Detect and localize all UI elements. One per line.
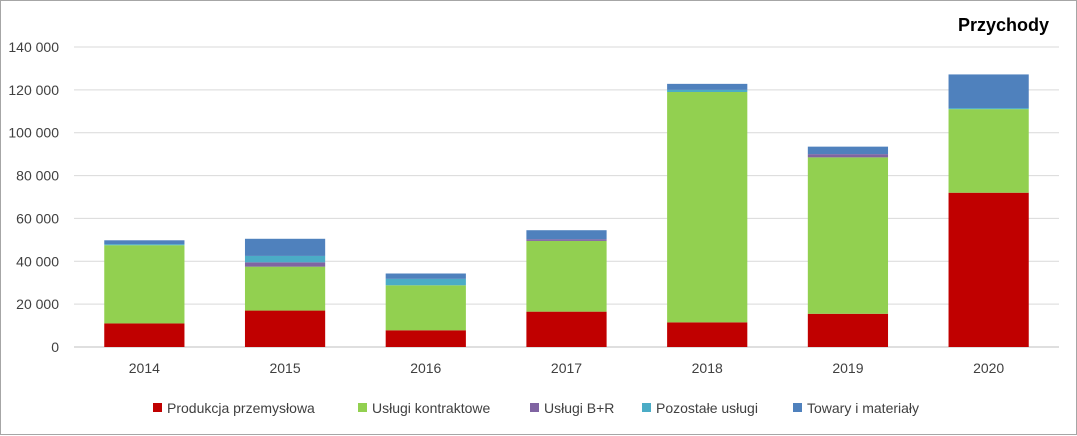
bar-segment (244, 310, 326, 347)
legend-swatch (793, 403, 802, 412)
bar-segment (667, 83, 748, 90)
bar-segment (526, 311, 607, 347)
bar-segment (244, 255, 326, 263)
bar-segment (807, 154, 889, 158)
x-tick-label: 2014 (129, 360, 160, 376)
bar-segment (948, 192, 1029, 347)
bar-segment (807, 146, 889, 155)
bar-segment (385, 285, 466, 331)
legend-label: Usługi B+R (544, 400, 614, 416)
y-tick-label: 100 000 (8, 125, 59, 141)
bar-segment (667, 322, 748, 347)
legend-swatch (153, 403, 162, 412)
legend-label: Usługi kontraktowe (372, 400, 490, 416)
legend-label: Pozostałe usługi (656, 400, 758, 416)
bar-segment (526, 230, 607, 240)
chart-title: Przychody (958, 15, 1049, 35)
y-tick-label: 80 000 (16, 168, 59, 184)
bar-segment (807, 313, 889, 347)
x-tick-label: 2015 (269, 360, 300, 376)
y-axis-ticks: 0 20 000 40 000 60 000 80 000 100 000 120 000 1… (8, 39, 59, 355)
bar-segment (104, 240, 185, 245)
x-tick-label: 2017 (551, 360, 582, 376)
bars (104, 74, 1029, 347)
bar-segment (385, 330, 466, 347)
x-tick-label: 2019 (832, 360, 863, 376)
bar-segment (807, 157, 889, 314)
x-tick-label: 2020 (973, 360, 1004, 376)
bar-segment (104, 245, 185, 324)
y-tick-label: 40 000 (16, 253, 59, 269)
y-tick-label: 0 (51, 339, 59, 355)
legend: Produkcja przemysłowa Usługi kontraktowe U… (153, 400, 919, 416)
bar-segment (244, 238, 326, 256)
y-tick-label: 20 000 (16, 296, 59, 312)
bar-segment (667, 89, 748, 92)
legend-swatch (642, 403, 651, 412)
bar-segment (948, 74, 1029, 109)
bar-segment (526, 240, 607, 312)
x-tick-label: 2018 (692, 360, 723, 376)
x-axis-ticks: 2014 2015 2016 2017 2018 2019 2020 (129, 360, 1005, 376)
bar-segment (244, 266, 326, 311)
y-tick-label: 60 000 (16, 210, 59, 226)
bar-segment (948, 109, 1029, 193)
legend-label: Produkcja przemysłowa (167, 400, 315, 416)
bar-segment (385, 278, 466, 286)
bar-segment (526, 239, 607, 241)
bar-segment (948, 108, 1029, 110)
bar-segment (667, 92, 748, 323)
legend-label: Towary i materiały (807, 400, 919, 416)
bar-segment (104, 323, 185, 347)
bar-segment (385, 273, 466, 279)
y-tick-label: 120 000 (8, 82, 59, 98)
bar-segment (104, 244, 185, 246)
legend-swatch (530, 403, 539, 412)
bar-segment (244, 262, 326, 267)
legend-swatch (358, 403, 367, 412)
x-tick-label: 2016 (410, 360, 441, 376)
y-tick-label: 140 000 (8, 39, 59, 55)
